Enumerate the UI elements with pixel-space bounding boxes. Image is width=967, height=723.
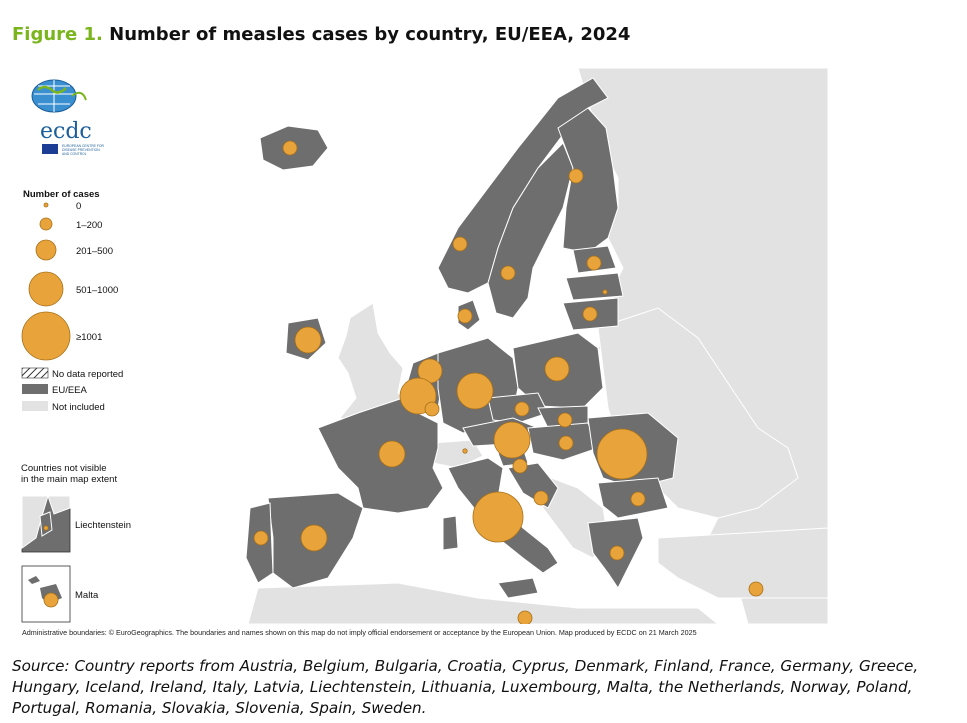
bubble-finland [568, 168, 584, 184]
bubble-france [378, 440, 406, 468]
map-frame: ecdc EUROPEAN CENTRE FOR DISEASE PREVENT… [18, 68, 828, 624]
legend-label-2: 201–500 [76, 246, 113, 257]
bubble-czechia [514, 401, 530, 417]
legend-bubble-2 [35, 239, 57, 261]
bubble-poland [544, 356, 570, 382]
country-latvia [565, 272, 624, 301]
legend-bubble-1 [39, 217, 53, 231]
inset-label-liechtenstein: Liechtenstein [75, 520, 131, 531]
eu-eea-areas [245, 77, 679, 599]
insets: Countries not visible in the main map ex… [21, 463, 131, 623]
insets-heading-line-2: in the main map extent [21, 474, 117, 485]
bubble-romania [596, 428, 648, 480]
logo-subtitle-line-3: AND CONTROL [62, 152, 87, 156]
bubble-slovenia [512, 458, 528, 474]
country-sicily [497, 577, 539, 599]
bubble-cyprus [748, 581, 764, 597]
figure-title-text: Number of measles cases by country, EU/E… [109, 24, 631, 45]
bubble-italy [472, 491, 524, 543]
legend-label-not-included: Not included [52, 402, 105, 413]
bubble-latvia [602, 289, 608, 295]
bubble-denmark [457, 308, 473, 324]
bubble-switzerland [462, 448, 468, 454]
ecdc-logo: ecdc EUROPEAN CENTRE FOR DISEASE PREVENT… [31, 79, 105, 156]
legend-label-eu-eea: EU/EEA [52, 385, 88, 396]
bubble-lithuania [582, 306, 598, 322]
country-sardinia [442, 515, 459, 551]
legend-label-1: 1–200 [76, 220, 102, 231]
figure-label: Figure 1. [12, 24, 103, 45]
bubble-norway [452, 236, 468, 252]
bubble-malta [517, 610, 533, 624]
legend-label-3: 501–1000 [76, 285, 118, 296]
bubble-estonia [586, 255, 602, 271]
legend-label-4: ≥1001 [76, 332, 102, 343]
insets-heading-line-1: Countries not visible [21, 463, 107, 474]
inset-label-malta: Malta [75, 590, 99, 601]
region-north-africa [247, 582, 719, 624]
bubble-slovakia [557, 412, 573, 428]
logo-subtitle-line-2: DISEASE PREVENTION [62, 148, 100, 152]
bubble-layer [253, 140, 764, 624]
legend-label-no-data: No data reported [52, 369, 123, 380]
legend-bubble-4 [21, 311, 71, 361]
bubble-bulgaria [630, 491, 646, 507]
bubble-ireland [294, 326, 322, 354]
administrative-note: Administrative boundaries: © EuroGeograp… [22, 628, 697, 637]
figure-title: Figure 1. Number of measles cases by cou… [12, 24, 630, 45]
legend-bubble-0 [43, 202, 49, 208]
inset-bubble-malta [43, 592, 59, 608]
region-turkey [657, 527, 828, 599]
inset-liechtenstein [21, 495, 71, 553]
bubble-hungary [558, 435, 574, 451]
legend: Number of cases 0 1–200 201–500 501–1000… [21, 189, 123, 413]
legend-swatch-no-data [21, 367, 49, 379]
country-finland [557, 107, 619, 254]
inset-bubble-liechtenstein [43, 525, 49, 531]
legend-title: Number of cases [23, 189, 100, 200]
legend-bubble-3 [28, 271, 64, 307]
bubble-greece [609, 545, 625, 561]
inset-malta [21, 565, 71, 623]
source-note: Source: Country reports from Austria, Be… [12, 657, 919, 717]
map-canvas: ecdc EUROPEAN CENTRE FOR DISEASE PREVENT… [21, 68, 828, 624]
bubble-croatia [533, 490, 549, 506]
legend-swatch-eu-eea [22, 384, 48, 394]
bubble-portugal [253, 530, 269, 546]
bubble-luxembourg [424, 401, 440, 417]
eu-flag-icon [42, 144, 58, 154]
bubble-iceland [282, 140, 298, 156]
bubble-austria [493, 421, 531, 459]
logo-text: ecdc [40, 119, 92, 144]
logo-subtitle-line-1: EUROPEAN CENTRE FOR [62, 144, 105, 148]
bubble-germany [456, 372, 494, 410]
bubble-spain [300, 524, 328, 552]
legend-swatch-not-included [22, 401, 48, 411]
legend-label-0: 0 [76, 201, 81, 212]
bubble-sweden [500, 265, 516, 281]
